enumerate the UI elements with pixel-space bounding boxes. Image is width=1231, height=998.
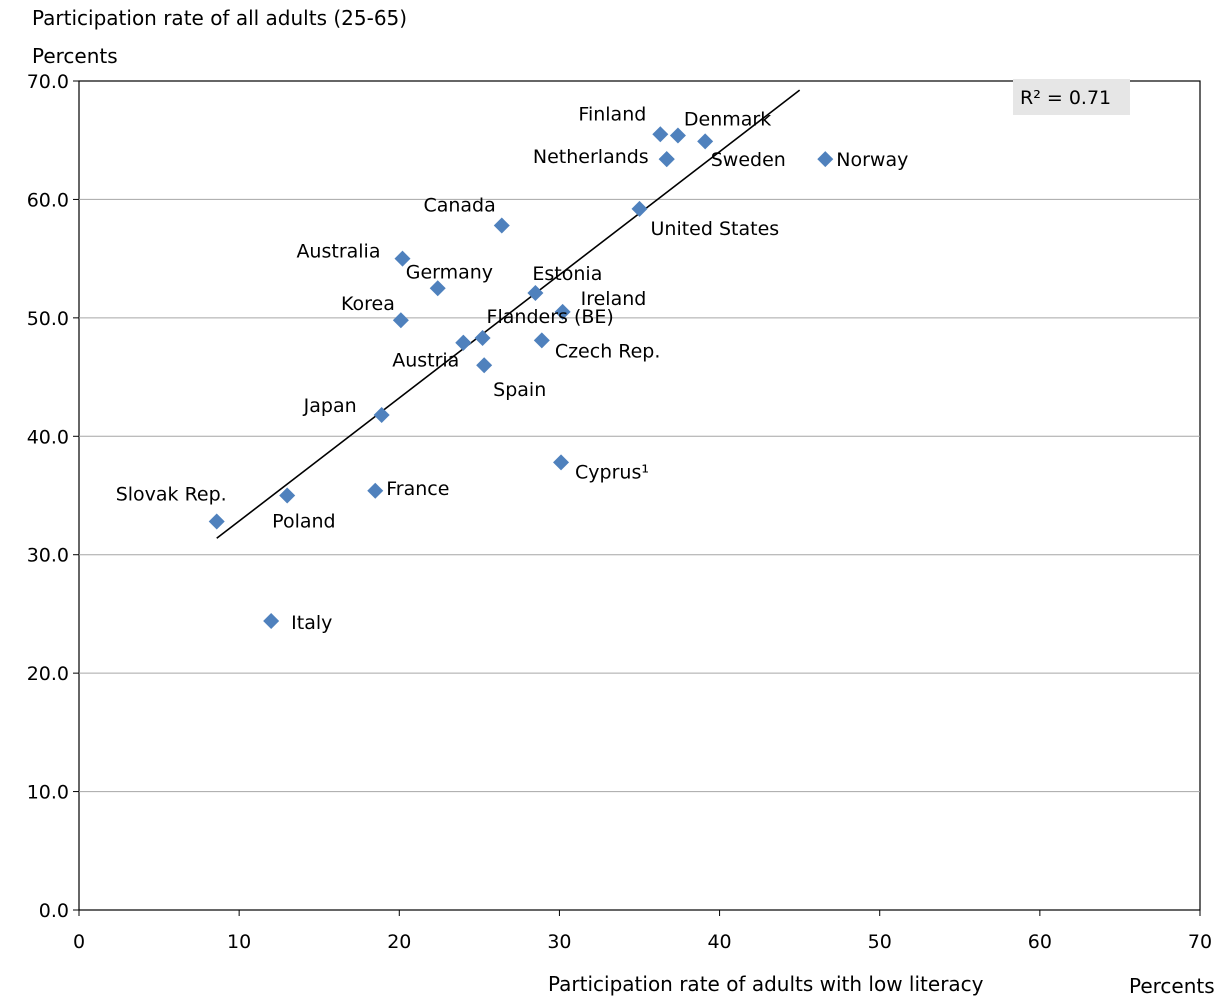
point-label: Italy	[291, 612, 332, 634]
point-label: Poland	[272, 511, 335, 533]
x-axis-ticks: 0 10 20 30 40 50 60 70	[73, 910, 1212, 953]
point-label: Flanders (BE)	[487, 306, 614, 328]
x-tick-label: 50	[868, 931, 892, 953]
x-tick-label: 60	[1028, 931, 1052, 953]
x-tick-label: 0	[73, 931, 85, 953]
data-point	[455, 334, 472, 351]
chart-title: Participation rate of all adults (25-65)	[32, 6, 408, 30]
data-point	[263, 613, 280, 630]
data-point	[631, 200, 648, 217]
y-axis-ticks: 0.0 10.0 20.0 30.0 40.0 50.0 60.0 70.0	[27, 71, 79, 922]
x-tick-label: 40	[707, 931, 731, 953]
y-tick-label: 20.0	[27, 663, 69, 685]
point-label: Cyprus¹	[575, 461, 649, 483]
data-point	[527, 284, 544, 301]
data-point	[279, 487, 296, 504]
x-tick-label: 70	[1188, 931, 1212, 953]
y-tick-label: 0.0	[39, 900, 69, 922]
data-point	[652, 126, 669, 143]
data-point	[394, 250, 411, 267]
point-label: Australia	[296, 241, 380, 263]
x-tick-label: 20	[387, 931, 411, 953]
point-label: Austria	[392, 350, 459, 372]
x-axis-unit: Percents	[1129, 974, 1215, 998]
y-tick-label: 50.0	[27, 308, 69, 330]
plot-area-frame	[78, 80, 1201, 911]
r-squared-label: R² = 0.71	[1020, 87, 1111, 109]
point-label: Korea	[341, 293, 395, 315]
data-point	[493, 217, 510, 234]
data-point	[533, 332, 550, 349]
y-axis-unit: Percents	[32, 44, 118, 68]
data-points	[208, 126, 834, 630]
data-point	[429, 280, 446, 297]
point-label: Spain	[493, 379, 546, 401]
point-label: United States	[651, 218, 780, 240]
point-label: Ireland	[581, 288, 647, 310]
y-tick-label: 70.0	[27, 71, 69, 93]
y-tick-label: 40.0	[27, 426, 69, 448]
y-tick-label: 10.0	[27, 782, 69, 804]
data-point	[476, 357, 493, 374]
data-point	[474, 329, 491, 346]
data-point	[367, 482, 384, 499]
point-label: Sweden	[711, 149, 786, 171]
trendline-group	[216, 89, 801, 539]
data-point	[658, 151, 675, 168]
point-label: Norway	[836, 149, 908, 171]
x-tick-label: 10	[227, 931, 251, 953]
point-label: Slovak Rep.	[116, 484, 227, 506]
data-point	[373, 406, 390, 423]
r-squared-background	[1013, 79, 1130, 115]
data-point	[697, 133, 714, 150]
point-label: Netherlands	[533, 146, 649, 168]
point-label: Czech Rep.	[555, 340, 661, 362]
data-point	[554, 303, 571, 320]
point-label: Estonia	[532, 263, 602, 285]
data-point	[817, 151, 834, 168]
point-label: France	[386, 478, 449, 500]
point-label: Japan	[303, 395, 357, 417]
trendline	[216, 89, 801, 539]
data-point	[392, 312, 409, 329]
point-label: Canada	[423, 194, 495, 216]
gridlines	[79, 198, 1200, 793]
point-label: Finland	[578, 103, 646, 125]
point-label: Denmark	[684, 108, 771, 130]
y-tick-label: 60.0	[27, 189, 69, 211]
r-squared-box: R² = 0.71	[1013, 79, 1130, 115]
point-labels: Finland Denmark Netherlands Sweden Norway Uni…	[116, 103, 909, 634]
data-point	[208, 513, 225, 530]
x-tick-label: 30	[547, 931, 571, 953]
point-label: Germany	[406, 261, 493, 283]
y-tick-label: 30.0	[27, 545, 69, 567]
data-point	[553, 454, 570, 471]
x-axis-label: Participation rate of adults with low li…	[548, 972, 984, 996]
data-point	[669, 127, 686, 144]
